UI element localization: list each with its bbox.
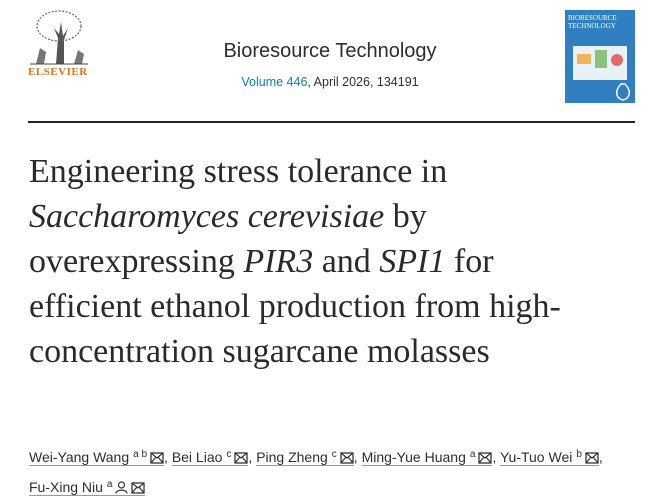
author[interactable]: Ming-Yue Huang a [361, 449, 493, 466]
author-name: Ming-Yue Huang [361, 449, 466, 465]
journal-name[interactable]: Bioresource Technology [223, 40, 437, 62]
title-segment: and [313, 243, 380, 280]
cover-title: BIORESOURCE TECHNOLOGY [568, 14, 617, 30]
affiliation-markers: a b [133, 449, 147, 460]
affiliation-markers: c [332, 449, 337, 460]
email-icon[interactable] [131, 482, 146, 494]
author-separator: , [492, 449, 497, 465]
author-separator: , [248, 449, 253, 465]
author-separator: , [353, 449, 358, 465]
title-segment: PIR3 [243, 243, 314, 280]
article-title: Engineering stress tolerance in Saccharo… [29, 149, 589, 374]
affiliation-marker[interactable]: b [576, 449, 582, 460]
author-name: Ping Zheng [256, 449, 328, 465]
issue-info: , April 2026, 134191 [307, 75, 419, 89]
publisher-logo [28, 8, 90, 66]
email-icon[interactable] [234, 452, 249, 464]
author-name: Wei-Yang Wang [29, 449, 130, 465]
affiliation-marker[interactable]: a [469, 449, 476, 460]
title-segment: SPI1 [379, 243, 446, 280]
author[interactable]: Yu-Tuo Wei b [499, 449, 599, 466]
email-icon[interactable] [340, 452, 354, 464]
cover-art [573, 46, 630, 101]
email-icon[interactable] [478, 452, 493, 464]
affiliation-marker[interactable]: a [133, 449, 139, 460]
title-segment: Saccharomyces cerevisiae [29, 198, 385, 235]
author-separator: , [164, 449, 168, 465]
title-segment: Engineering stress tolerance in [29, 153, 448, 190]
author-list: Wei-Yang Wang a b, Bei Liao c, Ping Zheng c… [29, 441, 614, 501]
author[interactable]: Wei-Yang Wang a b [29, 449, 165, 466]
author-name: Bei Liao [171, 449, 223, 465]
publisher-name: ELSEVIER [28, 66, 88, 78]
issue-line: Volume 446, April 2026, 134191 [160, 75, 500, 89]
email-icon[interactable] [585, 452, 599, 464]
affiliation-markers: b [576, 449, 582, 460]
volume-link[interactable]: Volume 446 [241, 75, 308, 89]
author-name: Fu-Xing Niu [29, 479, 103, 495]
affiliation-marker[interactable]: c [226, 449, 232, 460]
author[interactable]: Fu-Xing Niu a [29, 479, 146, 496]
affiliation-markers: a [470, 449, 476, 460]
affiliation-marker[interactable]: a [106, 479, 113, 490]
affiliation-markers: a [107, 479, 113, 490]
author-name: Yu-Tuo Wei [499, 449, 573, 465]
title-segment: for efficient ethanol production from hi… [29, 243, 561, 370]
author[interactable]: Ping Zheng c [256, 449, 354, 466]
author[interactable]: Bei Liao c [171, 449, 249, 466]
journal-cover[interactable] [565, 10, 635, 103]
title-segment: by overexpressing [29, 198, 427, 280]
author-separator: , [598, 449, 603, 465]
affiliation-marker[interactable]: c [331, 449, 337, 460]
affiliation-marker[interactable]: b [141, 449, 148, 460]
affiliation-markers: c [226, 449, 231, 460]
corresponding-author-icon[interactable] [115, 481, 129, 494]
email-icon[interactable] [150, 452, 164, 464]
divider [28, 121, 635, 123]
